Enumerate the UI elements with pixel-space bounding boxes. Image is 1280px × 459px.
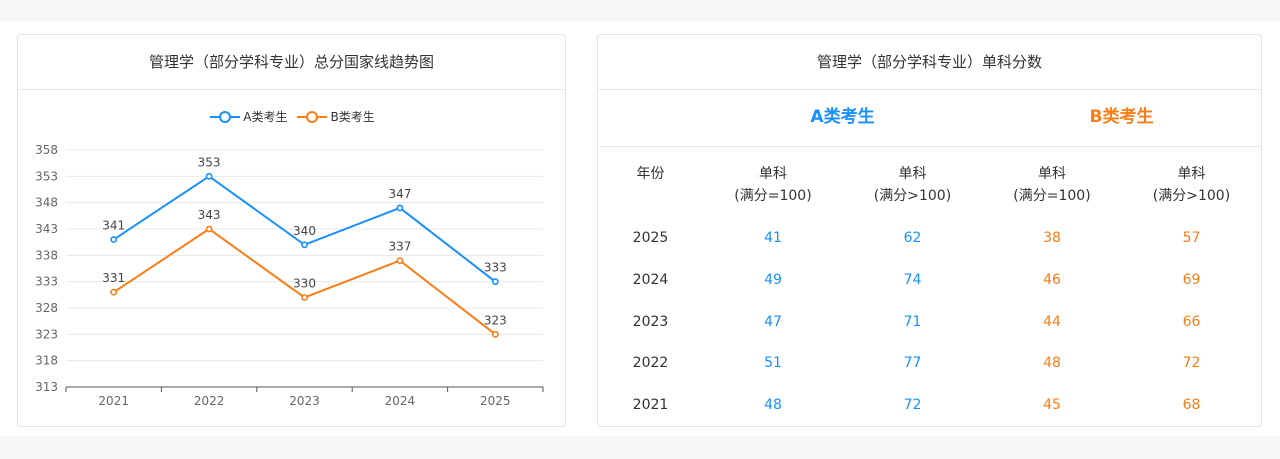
col-header-b1-line1: 单科 bbox=[1038, 166, 1066, 182]
chart-title: 管理学（部分学科专业）总分国家线趋势图 bbox=[18, 35, 565, 90]
cell-b1: 44 bbox=[1043, 314, 1061, 330]
data-label: 323 bbox=[484, 313, 507, 327]
table-row: 2024 49 74 46 69 bbox=[598, 265, 1261, 295]
x-tick-label: 2022 bbox=[194, 394, 225, 408]
data-label: 337 bbox=[388, 240, 411, 254]
data-label: 341 bbox=[102, 219, 125, 233]
col-header-b2-line1: 单科 bbox=[1177, 166, 1206, 182]
cell-a2: 74 bbox=[903, 272, 922, 288]
cell-year: 2023 bbox=[632, 314, 669, 330]
x-tick-label: 2025 bbox=[480, 394, 511, 408]
y-tick-label: 323 bbox=[35, 327, 58, 341]
table-title: 管理学（部分学科专业）单科分数 bbox=[598, 35, 1261, 90]
col-header-b1-line2: (满分=100) bbox=[1013, 188, 1091, 204]
cell-b1: 38 bbox=[1043, 230, 1061, 246]
cell-b2: 72 bbox=[1182, 355, 1201, 371]
page-top-strip bbox=[0, 0, 1280, 22]
col-header-year: 年份 bbox=[598, 163, 703, 185]
x-tick-label: 2023 bbox=[289, 394, 320, 408]
table-row: 2023 47 71 44 66 bbox=[598, 307, 1261, 337]
col-header-b1: 单科 (满分=100) bbox=[982, 163, 1122, 207]
trend-line-chart: 313 318 323 328 333 338 343 348 353 358 2021 2022 20… bbox=[35, 143, 544, 408]
y-tick-label: 333 bbox=[35, 275, 58, 289]
col-header-year-label: 年份 bbox=[636, 166, 665, 182]
x-tick-label: 2021 bbox=[98, 394, 129, 408]
y-tick-label: 353 bbox=[35, 169, 58, 183]
cell-year: 2024 bbox=[632, 272, 669, 288]
y-tick-label: 338 bbox=[35, 248, 58, 262]
col-header-b2: 单科 (满分>100) bbox=[1122, 163, 1261, 207]
data-point bbox=[301, 294, 308, 301]
data-label: 353 bbox=[198, 155, 221, 169]
data-point bbox=[491, 278, 499, 286]
data-label: 333 bbox=[484, 261, 507, 275]
y-tick-label: 348 bbox=[35, 196, 58, 210]
col-header-a1-line2: (满分=100) bbox=[734, 188, 812, 204]
data-point bbox=[396, 204, 404, 212]
col-header-a2: 单科 (满分>100) bbox=[843, 163, 982, 207]
data-label: 331 bbox=[102, 271, 125, 285]
cell-a2: 77 bbox=[903, 355, 922, 371]
cell-b2: 66 bbox=[1182, 314, 1201, 330]
legend-item-b[interactable]: B类考生 bbox=[297, 108, 375, 125]
cell-a2: 72 bbox=[903, 397, 922, 413]
legend-item-a[interactable]: A类考生 bbox=[210, 108, 287, 125]
legend-marker-a-icon bbox=[210, 110, 241, 123]
y-tick-label: 313 bbox=[35, 380, 58, 394]
legend-marker-b-icon bbox=[297, 110, 328, 123]
data-point bbox=[205, 172, 213, 180]
cell-a2: 62 bbox=[903, 230, 922, 246]
cell-year: 2025 bbox=[632, 230, 669, 246]
col-header-a1: 单科 (满分=100) bbox=[703, 163, 843, 207]
single-subject-card: 管理学（部分学科专业）单科分数 A类考生 B类考生 年份 单科 (满分=100)… bbox=[597, 34, 1262, 427]
col-header-a1-line1: 单科 bbox=[759, 166, 787, 182]
y-tick-label: 343 bbox=[35, 222, 58, 236]
legend-label-b: B类考生 bbox=[330, 110, 375, 124]
y-tick-label: 318 bbox=[35, 354, 58, 368]
cell-year: 2022 bbox=[632, 355, 669, 371]
cell-b1: 46 bbox=[1043, 272, 1061, 288]
cell-a1: 49 bbox=[764, 272, 782, 288]
cell-b2: 69 bbox=[1182, 272, 1201, 288]
cell-a2: 71 bbox=[903, 314, 922, 330]
table-row: 2021 48 72 45 68 bbox=[598, 390, 1261, 420]
col-header-a2-line1: 单科 bbox=[898, 166, 927, 182]
cell-year: 2021 bbox=[632, 397, 669, 413]
chart-legend: A类考生 B类考生 bbox=[18, 108, 565, 125]
data-point bbox=[110, 236, 118, 243]
cell-a1: 48 bbox=[764, 397, 782, 413]
cell-a1: 41 bbox=[764, 230, 782, 246]
data-label: 343 bbox=[198, 208, 221, 222]
y-tick-label: 358 bbox=[35, 143, 58, 157]
data-point bbox=[396, 257, 404, 264]
col-header-b2-line2: (满分>100) bbox=[1152, 188, 1231, 204]
table-row: 2025 41 62 38 57 bbox=[598, 223, 1261, 253]
cell-a1: 51 bbox=[764, 355, 782, 371]
group-b-header: B类考生 bbox=[1089, 107, 1154, 127]
cell-b1: 45 bbox=[1043, 397, 1061, 413]
data-point bbox=[110, 288, 118, 296]
data-point bbox=[491, 330, 499, 338]
data-point bbox=[301, 241, 308, 249]
data-label: 340 bbox=[293, 224, 316, 238]
col-header-a2-line2: (满分>100) bbox=[873, 188, 952, 204]
group-a-header: A类考生 bbox=[810, 107, 875, 127]
trend-chart-card: 管理学（部分学科专业）总分国家线趋势图 A类考生 B类考生 313 318 323 3… bbox=[17, 34, 566, 427]
x-tick-label: 2024 bbox=[385, 394, 416, 408]
cell-a1: 47 bbox=[764, 314, 782, 330]
cell-b1: 48 bbox=[1043, 355, 1061, 371]
data-label: 330 bbox=[293, 276, 316, 290]
cell-b2: 68 bbox=[1182, 397, 1201, 413]
y-tick-label: 328 bbox=[35, 301, 58, 315]
legend-label-a: A类考生 bbox=[243, 110, 288, 124]
cell-b2: 57 bbox=[1182, 230, 1201, 246]
data-label: 347 bbox=[388, 187, 411, 201]
group-header-row: A类考生 B类考生 bbox=[598, 90, 1261, 147]
table-row: 2022 51 77 48 72 bbox=[598, 348, 1261, 378]
data-point bbox=[205, 225, 213, 233]
